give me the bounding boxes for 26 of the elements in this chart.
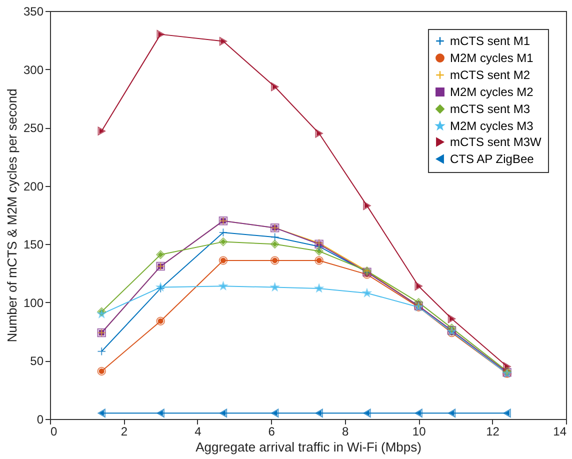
y-axis-title: Number of mCTS & M2M cycles per second xyxy=(4,88,20,342)
y-tick-label: 250 xyxy=(23,121,44,136)
y-tick-label: 150 xyxy=(23,238,44,252)
y-tick-label: 300 xyxy=(23,62,44,77)
x-tick-label: 10 xyxy=(412,424,426,438)
legend-label: M2M cycles M3 xyxy=(450,119,534,133)
y-tick-label: 0 xyxy=(36,412,44,426)
x-tick-label: 2 xyxy=(120,424,128,438)
x-tick-label: 6 xyxy=(268,424,276,438)
legend-label: mCTS sent M2 xyxy=(450,68,530,82)
x-axis-title: Aggregate arrival traffic in Wi-Fi (Mbps) xyxy=(196,440,422,454)
x-tick-label: 0 xyxy=(50,424,58,438)
y-tick-label: 50 xyxy=(30,354,44,368)
y-tick-label: 200 xyxy=(23,179,44,194)
x-tick-label: 12 xyxy=(486,424,500,438)
x-tick-label: 14 xyxy=(553,424,567,438)
y-tick-label: 350 xyxy=(23,4,44,18)
legend-label: CTS AP ZigBee xyxy=(450,152,534,166)
y-tick-label: 100 xyxy=(23,296,44,310)
x-tick-label: 8 xyxy=(342,424,350,438)
legend-label: M2M cycles M1 xyxy=(450,51,534,65)
x-tick-label: 4 xyxy=(194,424,202,438)
legend-label: mCTS sent M3W xyxy=(450,135,542,149)
legend-label: mCTS sent M3 xyxy=(450,102,530,116)
legend-label: M2M cycles M2 xyxy=(450,85,534,99)
legend-label: mCTS sent M1 xyxy=(450,34,530,48)
